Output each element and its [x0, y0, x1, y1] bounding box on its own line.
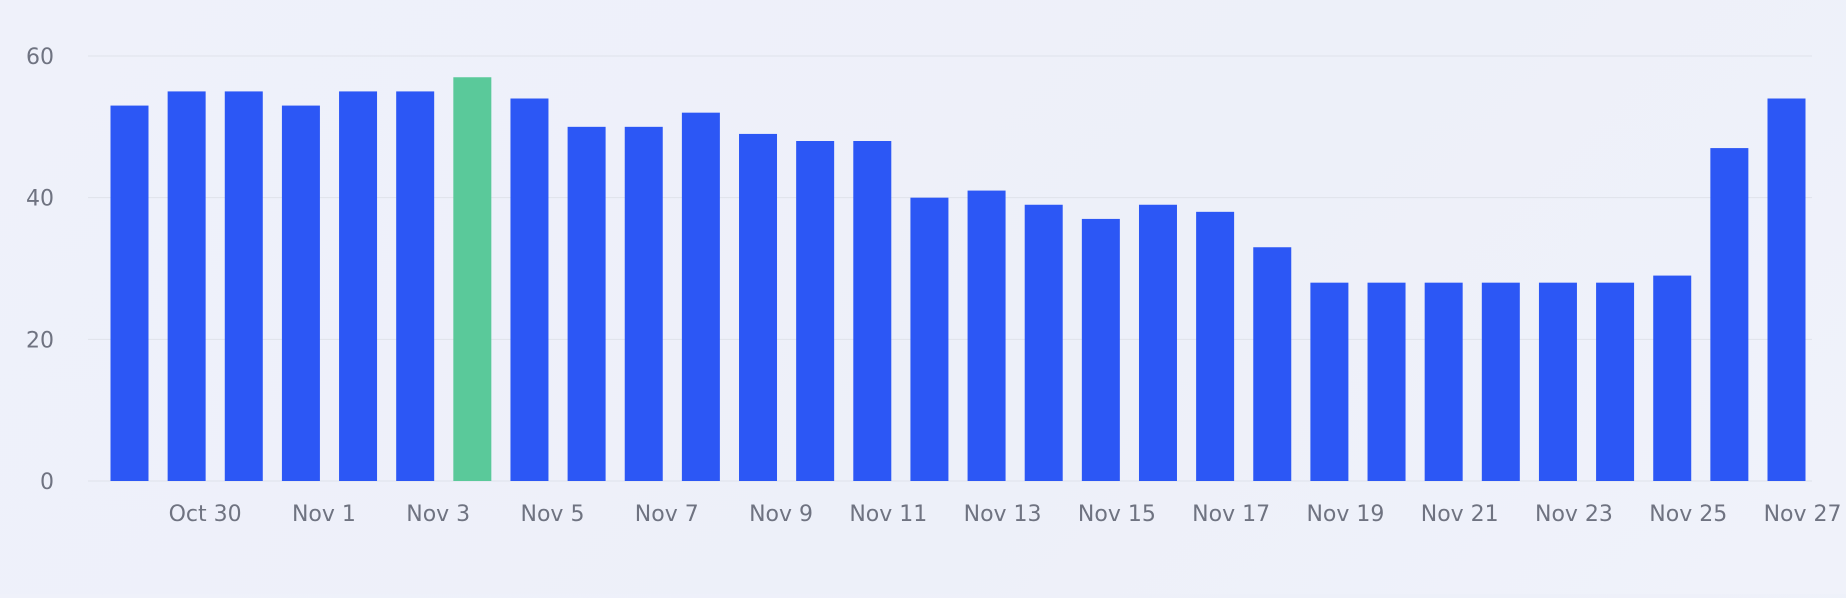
x-tick-label: Nov 27: [1764, 502, 1842, 527]
bar-nov-11[interactable]: [853, 141, 892, 481]
bar-nov-10[interactable]: [796, 141, 835, 481]
bar-nov-22[interactable]: [1481, 282, 1520, 481]
x-tick-label: Nov 5: [521, 502, 585, 527]
bar-nov-19[interactable]: [1310, 282, 1349, 481]
x-tick-label: Oct 30: [169, 502, 242, 527]
bar-nov-3[interactable]: [396, 91, 435, 482]
bar-nov-1[interactable]: [281, 105, 320, 481]
x-tick-label: Nov 3: [406, 502, 470, 527]
bar-oct-29[interactable]: [110, 105, 149, 481]
bar-nov-20[interactable]: [1367, 282, 1406, 481]
bar-nov-13[interactable]: [967, 190, 1006, 482]
x-tick-label: Nov 21: [1421, 502, 1499, 527]
y-tick-label: 0: [40, 470, 54, 495]
x-tick-label: Nov 7: [635, 502, 699, 527]
x-tick-label: Nov 1: [292, 502, 356, 527]
bar-nov-26[interactable]: [1710, 148, 1749, 482]
y-tick-label: 20: [26, 328, 54, 353]
bar-nov-12[interactable]: [910, 197, 949, 481]
bar-nov-4[interactable]: [453, 77, 492, 481]
y-tick-label: 60: [26, 45, 54, 70]
bar-nov-27[interactable]: [1767, 98, 1806, 482]
bars-layer: [110, 77, 1806, 482]
bar-nov-15[interactable]: [1081, 218, 1120, 481]
bar-nov-6[interactable]: [567, 126, 606, 481]
y-tick-label: 40: [26, 187, 54, 212]
x-tick-label: Nov 15: [1078, 502, 1156, 527]
x-tick-label: Nov 23: [1535, 502, 1613, 527]
x-tick-label: Nov 25: [1649, 502, 1727, 527]
x-tick-label: Nov 17: [1192, 502, 1270, 527]
bar-nov-23[interactable]: [1538, 282, 1577, 481]
bar-nov-16[interactable]: [1138, 204, 1177, 481]
x-axis: Oct 30 Nov 1 Nov 3 Nov 5 Nov 7 Nov 9 Nov 11 Nov…: [169, 502, 1842, 527]
bar-nov-24[interactable]: [1596, 282, 1635, 481]
bar-oct-31[interactable]: [224, 91, 263, 482]
bar-nov-8[interactable]: [681, 112, 720, 482]
x-tick-label: Nov 11: [849, 502, 927, 527]
x-tick-label: Nov 13: [964, 502, 1042, 527]
bar-oct-30[interactable]: [167, 91, 206, 482]
bar-nov-25[interactable]: [1653, 275, 1692, 481]
bar-nov-17[interactable]: [1196, 211, 1235, 482]
bar-nov-5[interactable]: [510, 98, 549, 482]
y-axis: 0 20 40 60: [26, 45, 54, 495]
bar-nov-14[interactable]: [1024, 204, 1063, 481]
bar-nov-18[interactable]: [1253, 247, 1292, 481]
bar-nov-2[interactable]: [339, 91, 378, 482]
x-tick-label: Nov 19: [1306, 502, 1384, 527]
bar-nov-9[interactable]: [739, 133, 778, 481]
bar-nov-21[interactable]: [1424, 282, 1463, 481]
bar-nov-7[interactable]: [624, 126, 663, 481]
x-tick-label: Nov 9: [749, 502, 813, 527]
